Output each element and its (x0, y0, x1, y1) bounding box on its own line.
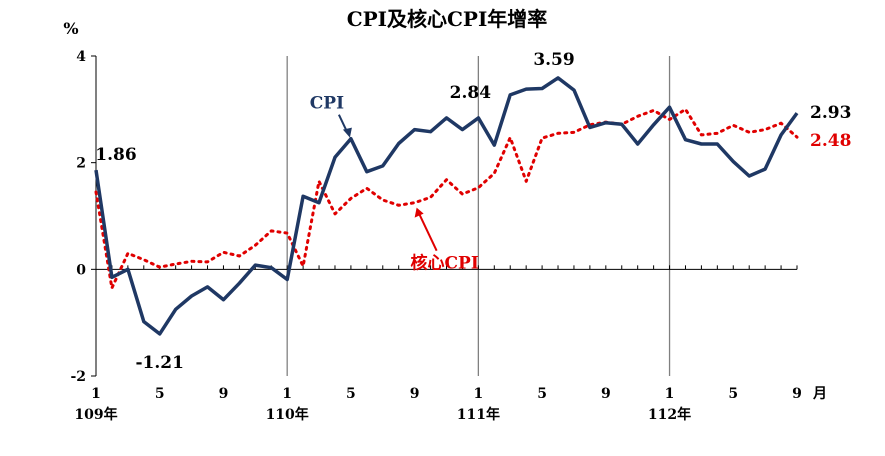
x-tick-label: 1 (473, 386, 483, 402)
y-tick-label: 0 (76, 262, 86, 278)
x-axis-unit: 月 (812, 386, 827, 402)
core-cpi-series-line (94, 107, 799, 290)
annotation-max-value: 3.59 (533, 50, 574, 70)
cpi-callout-label: CPI (310, 94, 344, 114)
year-label: 112年 (648, 406, 691, 423)
core-cpi-callout-label: 核心CPI (411, 253, 479, 274)
cpi-callout-arrowhead (342, 127, 352, 138)
cpi-end-label: 2.93 (810, 103, 851, 123)
y-tick-label: 4 (76, 49, 86, 65)
chart-title: CPI及核心CPI年增率 (347, 7, 548, 31)
series-lines (94, 76, 799, 336)
y-tick-labels: 4 2 0 -2 (70, 49, 86, 385)
cpi-series-line (94, 76, 799, 336)
annotation-min-value: -1.21 (135, 353, 183, 373)
core-cpi-callout-arrow (417, 212, 438, 252)
x-tick-label: 9 (410, 386, 420, 402)
core-cpi-end-label: 2.48 (810, 131, 851, 151)
year-label: 111年 (457, 406, 500, 423)
x-tick-label: 1 (91, 386, 101, 402)
x-tick-label: 9 (601, 386, 611, 402)
y-tick-label: 2 (76, 156, 86, 172)
x-tick-labels: 1 5 9 1 5 9 1 5 9 1 5 9 (91, 386, 802, 402)
x-tick-label: 9 (219, 386, 229, 402)
year-labels: 109年 110年 111年 112年 (74, 406, 691, 423)
x-tick-label: 5 (537, 386, 547, 402)
x-tick-label: 1 (282, 386, 292, 402)
x-tick-label: 5 (346, 386, 356, 402)
annotation-peak-value: 2.84 (450, 83, 492, 103)
year-label: 109年 (74, 406, 117, 423)
year-dividers (286, 56, 671, 376)
x-tick-label: 5 (155, 386, 165, 402)
y-tick-label: -2 (70, 369, 86, 385)
x-tick-label: 9 (792, 386, 802, 402)
y-axis-unit: % (63, 19, 78, 38)
annotations: 1.86 -1.21 2.84 3.59 2.93 2.48 CPI 核心CPI (95, 50, 851, 373)
axes (91, 55, 798, 377)
annotation-start-value: 1.86 (95, 145, 136, 165)
x-tick-label: 1 (665, 386, 675, 402)
x-tick-label: 5 (728, 386, 738, 402)
core-cpi-callout-arrowhead (414, 207, 424, 218)
year-label: 110年 (266, 406, 309, 423)
